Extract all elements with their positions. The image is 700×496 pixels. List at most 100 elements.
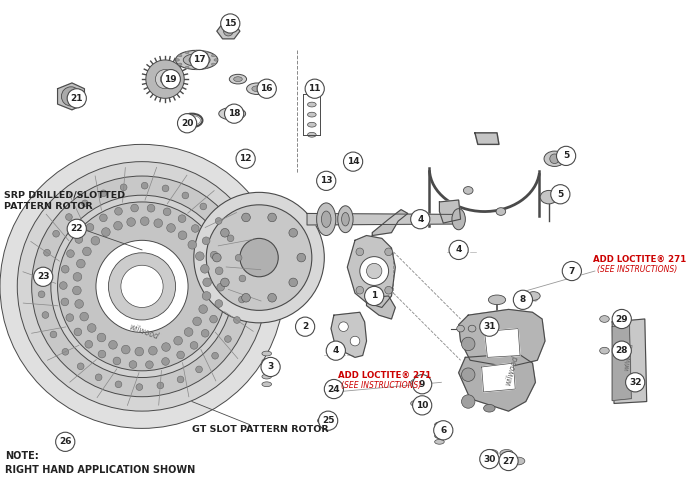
Circle shape [91,237,99,245]
Ellipse shape [195,50,199,53]
Ellipse shape [337,206,353,233]
Circle shape [88,324,96,332]
Circle shape [113,357,120,365]
Text: 31: 31 [483,322,496,331]
Circle shape [122,345,130,354]
Polygon shape [331,312,367,358]
Circle shape [367,263,382,279]
Ellipse shape [435,439,444,444]
Circle shape [154,219,162,228]
Circle shape [95,374,102,380]
Circle shape [162,358,169,365]
Text: 23: 23 [37,272,50,281]
Polygon shape [458,310,545,367]
Text: 29: 29 [615,314,628,323]
Ellipse shape [226,111,238,117]
Polygon shape [612,319,647,403]
Circle shape [67,219,86,239]
Circle shape [120,262,178,320]
Circle shape [203,278,211,287]
Circle shape [174,336,183,345]
Ellipse shape [533,299,538,301]
Ellipse shape [531,299,534,301]
Circle shape [80,312,88,321]
Text: 22: 22 [71,224,83,233]
Circle shape [324,379,344,399]
Ellipse shape [332,345,340,357]
Ellipse shape [262,367,272,372]
Polygon shape [458,354,536,411]
Ellipse shape [489,295,505,305]
Circle shape [75,300,83,308]
Text: 17: 17 [193,56,206,64]
Circle shape [213,253,221,262]
Circle shape [626,372,645,392]
Circle shape [365,286,384,306]
Circle shape [157,382,164,389]
Circle shape [75,236,83,244]
Text: ADD LOCTITE® 271: ADD LOCTITE® 271 [593,254,686,263]
Ellipse shape [463,186,473,194]
Circle shape [217,283,225,291]
Circle shape [83,247,91,256]
Ellipse shape [512,457,525,465]
Ellipse shape [230,74,246,84]
Circle shape [80,222,218,360]
Circle shape [60,282,67,289]
Circle shape [38,270,46,277]
Circle shape [115,381,122,388]
Circle shape [289,229,298,237]
Ellipse shape [252,86,262,92]
Polygon shape [57,83,85,110]
Ellipse shape [219,108,246,120]
Ellipse shape [178,63,182,65]
Text: 24: 24 [328,384,340,393]
Circle shape [86,224,94,231]
Circle shape [499,451,518,471]
Circle shape [108,340,118,349]
Circle shape [562,261,582,281]
Ellipse shape [484,318,495,326]
Circle shape [240,239,279,277]
Circle shape [43,249,50,256]
Circle shape [61,298,69,306]
Circle shape [50,331,57,338]
Circle shape [295,317,315,336]
Circle shape [108,253,176,320]
Polygon shape [217,23,240,39]
Ellipse shape [307,123,316,127]
Ellipse shape [234,77,242,81]
Ellipse shape [468,325,476,332]
Ellipse shape [435,428,444,433]
Ellipse shape [323,419,330,423]
Circle shape [102,228,110,237]
Text: 1: 1 [371,292,377,301]
Circle shape [216,267,223,275]
Ellipse shape [316,203,336,236]
Circle shape [225,336,231,342]
Circle shape [257,79,276,98]
Circle shape [612,341,631,360]
Ellipse shape [262,359,272,364]
Text: 6: 6 [440,426,447,435]
Text: 9: 9 [419,380,426,389]
Circle shape [131,204,139,212]
Ellipse shape [246,83,267,94]
Circle shape [356,286,363,294]
Circle shape [234,316,240,323]
Circle shape [215,300,223,308]
Circle shape [52,230,60,237]
Circle shape [461,395,475,408]
Circle shape [612,310,631,328]
Circle shape [62,87,80,106]
Circle shape [344,152,363,171]
Circle shape [56,432,75,451]
Ellipse shape [204,66,208,68]
Circle shape [360,256,389,285]
Ellipse shape [435,422,444,427]
Ellipse shape [496,208,505,215]
Circle shape [66,250,74,257]
Text: 26: 26 [59,437,71,446]
Text: 5: 5 [563,151,569,160]
Text: 16: 16 [260,84,273,93]
